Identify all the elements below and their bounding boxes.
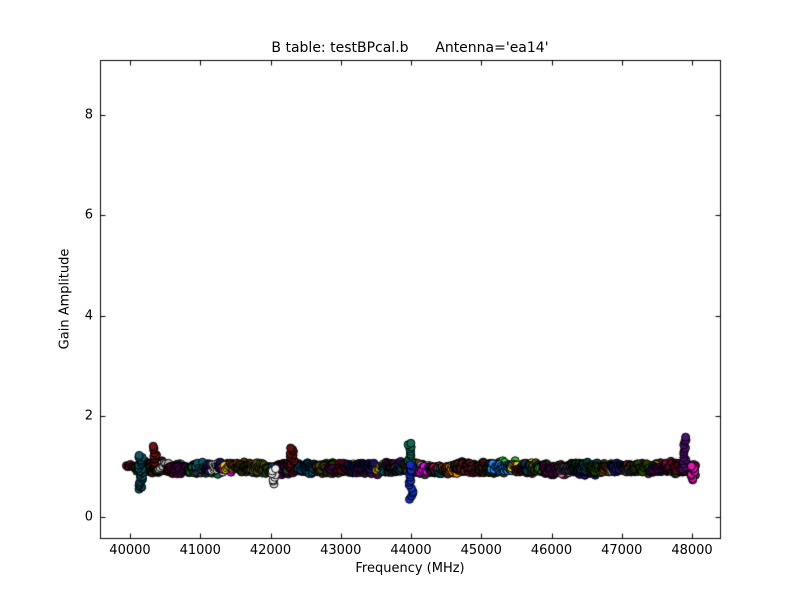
y-tick-label: 2 <box>84 408 93 424</box>
y-tick-label: 4 <box>84 308 93 324</box>
x-tick-label: 46000 <box>530 543 573 558</box>
y-tick-label: 8 <box>84 107 93 123</box>
x-tick-label: 48000 <box>671 543 713 558</box>
x-tick-label: 41000 <box>179 543 221 558</box>
x-tick-label: 44000 <box>390 543 432 558</box>
x-axis-label: Frequency (MHz) <box>355 561 465 576</box>
y-tick-label: 6 <box>84 207 93 223</box>
x-tick-label: 47000 <box>601 543 643 558</box>
x-tick-label: 45000 <box>460 543 502 558</box>
x-tick-label: 43000 <box>320 543 362 558</box>
x-tick-label: 40000 <box>109 543 151 558</box>
y-axis-label: Gain Amplitude <box>57 248 73 350</box>
y-tick-label: 0 <box>84 509 93 525</box>
plot-title: B table: testBPcal.b Antenna='ea14' <box>271 40 549 56</box>
x-tick-label: 42000 <box>249 543 292 558</box>
